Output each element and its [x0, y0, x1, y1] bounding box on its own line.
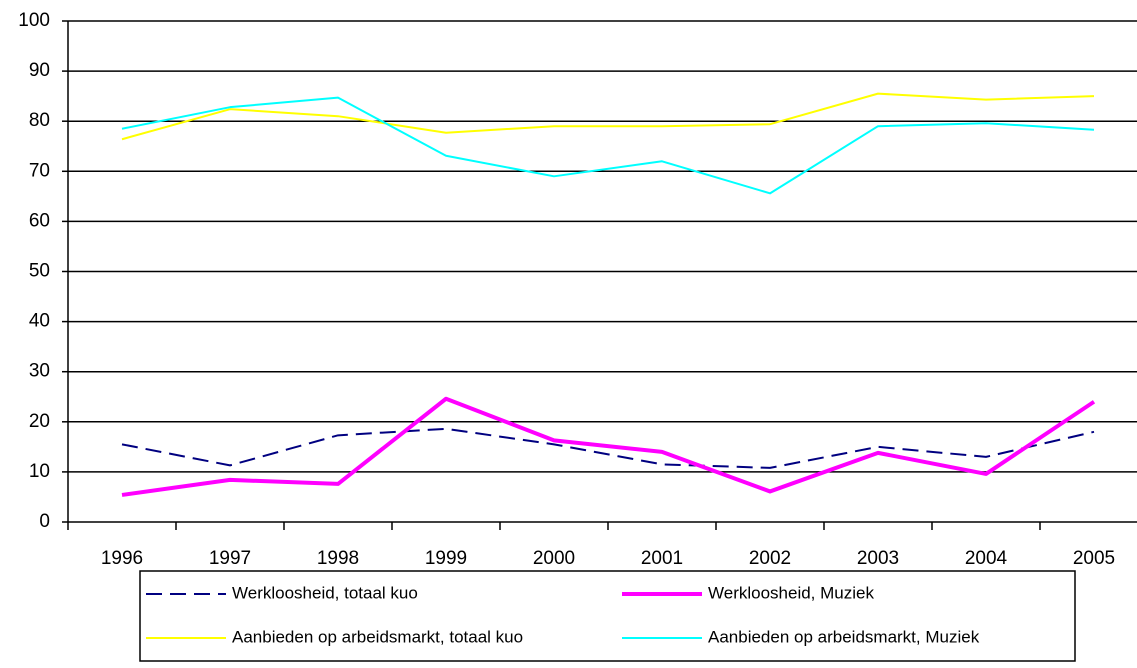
- legend-label: Aanbieden op arbeidsmarkt, Muziek: [708, 627, 980, 646]
- x-tick-label: 2005: [1073, 548, 1115, 569]
- x-tick-label: 1996: [101, 548, 143, 569]
- x-tick-label: 2003: [857, 548, 899, 569]
- legend-label: Werkloosheid, totaal kuo: [232, 583, 418, 602]
- y-tick-label: 100: [18, 10, 50, 31]
- y-tick-label: 20: [29, 411, 50, 432]
- series-line: [121, 427, 1095, 469]
- legend-label: Aanbieden op arbeidsmarkt, totaal kuo: [232, 627, 523, 646]
- series-line: [121, 92, 1095, 141]
- x-tick-label: 1998: [317, 548, 359, 569]
- series-line: [121, 96, 1095, 195]
- y-tick-label: 70: [29, 160, 50, 181]
- y-tick-label: 30: [29, 361, 50, 382]
- legend-box: [139, 570, 1076, 662]
- y-tick-label: 40: [29, 311, 50, 332]
- x-tick-label: 2002: [749, 548, 791, 569]
- legend-label: Werkloosheid, Muziek: [708, 583, 874, 602]
- x-tick-label: 1997: [209, 548, 251, 569]
- y-tick-label: 90: [29, 60, 50, 81]
- x-tick-label: 2004: [965, 548, 1008, 569]
- x-tick-label: 2000: [533, 548, 575, 569]
- x-tick-label: 2001: [641, 548, 683, 569]
- y-tick-label: 0: [39, 511, 50, 532]
- y-tick-label: 80: [29, 110, 50, 131]
- y-tick-label: 50: [29, 261, 50, 282]
- y-tick-label: 60: [29, 210, 50, 231]
- legend: Werkloosheid, totaal kuo Werkloosheid, Mu…: [139, 570, 1076, 662]
- series-line: [121, 396, 1096, 497]
- y-tick-label: 10: [29, 461, 50, 482]
- x-tick-label: 1999: [425, 548, 467, 569]
